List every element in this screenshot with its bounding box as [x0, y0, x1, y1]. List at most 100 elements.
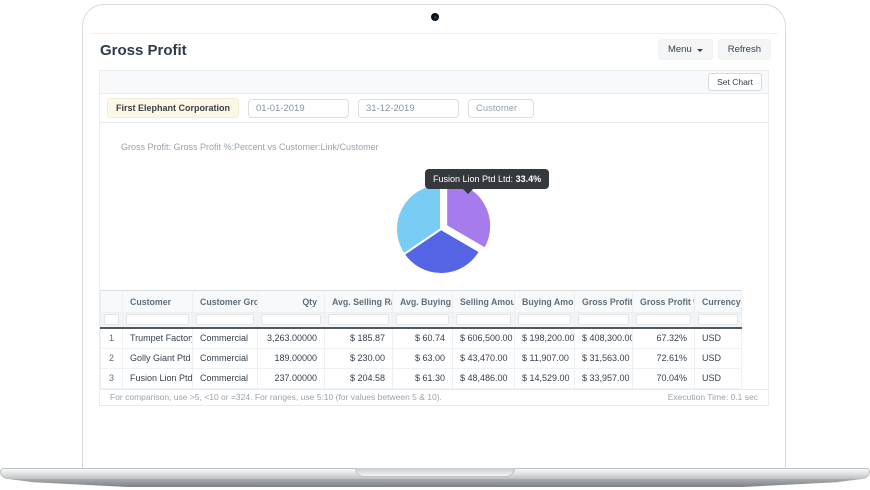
cell-selling_amount[interactable]: $ 606,500.00	[452, 327, 515, 349]
execution-time: Execution Time: 0.1 sec	[667, 392, 758, 402]
cell-idx[interactable]: 1	[100, 327, 123, 349]
cell-group[interactable]: Commercial	[192, 347, 258, 369]
column-header-avg_buying_rate[interactable]: Avg. Buying Rate	[392, 290, 453, 313]
column-header-qty[interactable]: Qty	[257, 290, 325, 313]
column-filter-input-gross_profit[interactable]	[578, 314, 629, 325]
column-header-buying_amount[interactable]: Buying Amount	[514, 290, 575, 313]
column-filter-input-idx[interactable]	[104, 314, 119, 325]
column-filter-input-currency[interactable]	[698, 314, 738, 325]
column-filter-input-customer[interactable]	[126, 314, 189, 325]
column-header-customer[interactable]: Customer	[122, 290, 193, 313]
column-header-gross_profit[interactable]: Gross Profit	[574, 290, 633, 313]
column-filter-input-qty[interactable]	[261, 314, 321, 325]
cell-buying_amount[interactable]: $ 14,529.00	[514, 367, 575, 389]
cell-gross_profit_pct[interactable]: 72.61%	[632, 347, 695, 369]
cell-gross_profit_pct[interactable]: 67.32%	[632, 327, 695, 349]
menu-button[interactable]: Menu	[657, 39, 713, 60]
cell-group[interactable]: Commercial	[192, 367, 258, 389]
refresh-button[interactable]: Refresh	[717, 39, 771, 60]
comparison-hint: For comparison, use >5, <10 or =324. For…	[110, 392, 442, 402]
report-toolbar: Set Chart	[100, 71, 768, 94]
cell-qty[interactable]: 3,263.00000	[257, 327, 325, 349]
cell-customer[interactable]: Trumpet Factory Ltd	[122, 327, 193, 349]
cell-qty[interactable]: 237.00000	[257, 367, 325, 389]
column-header-gross_profit_pct[interactable]: Gross Profit %	[632, 290, 695, 313]
chart-area: Gross Profit: Gross Profit %:Percent vs …	[100, 123, 768, 290]
column-filter-input-avg_buying_rate[interactable]	[396, 314, 449, 325]
cell-gross_profit[interactable]: $ 33,957.00	[574, 367, 633, 389]
column-filter-cell	[324, 312, 393, 329]
app-header: Gross Profit Menu Refresh	[90, 34, 778, 70]
chart-tooltip: Fusion Lion Ptd Ltd: 33.4%	[425, 169, 550, 194]
column-filter-cell	[257, 312, 325, 329]
column-filter-input-selling_amount[interactable]	[456, 314, 511, 325]
customer-filter-input[interactable]	[468, 98, 535, 118]
column-filter-cell	[192, 312, 258, 329]
chart-title: Gross Profit: Gross Profit %:Percent vs …	[121, 142, 379, 152]
column-header-idx[interactable]	[100, 290, 123, 313]
filter-bar: First Elephant Corporation	[100, 94, 768, 123]
column-filter-cell	[694, 312, 742, 329]
column-header-currency[interactable]: Currency	[694, 290, 742, 313]
cell-currency[interactable]: USD	[694, 347, 742, 369]
laptop-notch	[355, 468, 515, 477]
cell-gross_profit[interactable]: $ 408,300.00	[574, 327, 633, 349]
header-actions: Menu Refresh	[657, 39, 771, 60]
from-date-input[interactable]	[248, 98, 350, 118]
cell-idx[interactable]: 2	[100, 347, 123, 369]
column-filter-input-group[interactable]	[196, 314, 254, 325]
report-footer: For comparison, use >5, <10 or =324. For…	[100, 388, 768, 405]
column-filter-cell	[632, 312, 695, 329]
column-filter-input-gross_profit_pct[interactable]	[636, 314, 691, 325]
tooltip-arrow	[463, 189, 473, 199]
column-filter-cell	[392, 312, 453, 329]
cell-buying_amount[interactable]: $ 198,200.00	[514, 327, 575, 349]
tooltip-label: Fusion Lion Ptd Ltd:	[433, 174, 514, 184]
report-card: Set Chart First Elephant Corporation Gro…	[99, 70, 769, 406]
column-filter-cell	[100, 312, 123, 329]
column-filter-input-buying_amount[interactable]	[518, 314, 571, 325]
table-filter-row	[100, 312, 742, 329]
column-header-group[interactable]: Customer Group	[192, 290, 258, 313]
cell-gross_profit_pct[interactable]: 70.04%	[632, 367, 695, 389]
column-header-selling_amount[interactable]: Selling Amount	[452, 290, 515, 313]
cell-customer[interactable]: Golly Giant Ptd Ltd	[122, 347, 193, 369]
column-filter-cell	[574, 312, 633, 329]
cell-avg_buying_rate[interactable]: $ 61.30	[392, 367, 453, 389]
column-filter-cell	[514, 312, 575, 329]
cell-currency[interactable]: USD	[694, 327, 742, 349]
webcam-icon	[431, 13, 439, 21]
cell-currency[interactable]: USD	[694, 367, 742, 389]
column-filter-input-avg_selling_rate[interactable]	[328, 314, 389, 325]
cell-gross_profit[interactable]: $ 31,563.00	[574, 347, 633, 369]
app-window: Gross Profit Menu Refresh Set Chart Firs…	[90, 33, 778, 463]
column-header-avg_selling_rate[interactable]: Avg. Selling Rate	[324, 290, 393, 313]
cell-avg_selling_rate[interactable]: $ 185.87	[324, 327, 393, 349]
laptop-base-shadow	[8, 479, 862, 487]
to-date-input[interactable]	[358, 98, 460, 118]
company-filter[interactable]: First Elephant Corporation	[107, 98, 240, 118]
set-chart-button[interactable]: Set Chart	[708, 73, 762, 91]
cell-idx[interactable]: 3	[100, 367, 123, 389]
tooltip-value: 33.4%	[515, 174, 542, 184]
cell-group[interactable]: Commercial	[192, 327, 258, 349]
cell-buying_amount[interactable]: $ 11,907.00	[514, 347, 575, 369]
cell-avg_buying_rate[interactable]: $ 60.74	[392, 327, 453, 349]
cell-avg_buying_rate[interactable]: $ 63.00	[392, 347, 453, 369]
chevron-down-icon	[696, 48, 703, 55]
cell-selling_amount[interactable]: $ 48,486.00	[452, 367, 515, 389]
cell-avg_selling_rate[interactable]: $ 230.00	[324, 347, 393, 369]
column-filter-cell	[122, 312, 193, 329]
column-filter-cell	[452, 312, 515, 329]
cell-avg_selling_rate[interactable]: $ 204.58	[324, 367, 393, 389]
cell-selling_amount[interactable]: $ 43,470.00	[452, 347, 515, 369]
pie-slice-trumpet-factory-ltd[interactable]	[402, 227, 482, 275]
cell-qty[interactable]: 189.00000	[257, 347, 325, 369]
cell-customer[interactable]: Fusion Lion Ptd Ltd	[122, 367, 193, 389]
